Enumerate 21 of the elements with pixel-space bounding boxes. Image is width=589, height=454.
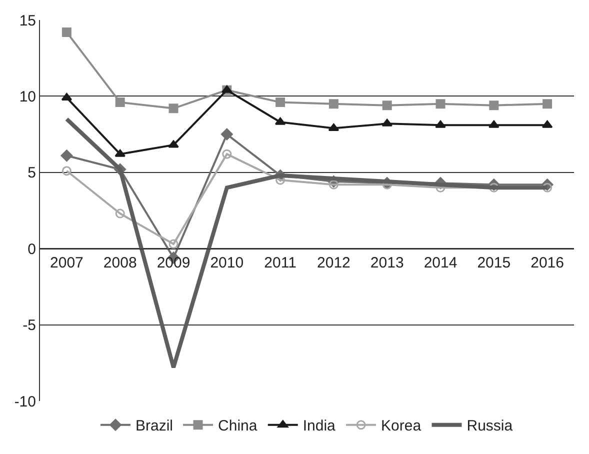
y-tick-label: 15: [19, 12, 36, 30]
y-tick-label: -5: [22, 317, 36, 334]
x-tick-label: 2013: [370, 254, 404, 272]
x-tick-label: 2015: [477, 254, 511, 272]
y-tick-label: 0: [28, 240, 36, 258]
y-tick-label: 5: [28, 164, 36, 182]
x-tick-label: 2011: [264, 254, 296, 272]
legend-label: India: [302, 418, 336, 435]
legend-label: Russia: [466, 418, 514, 435]
legend-label: China: [218, 418, 258, 435]
x-tick-label: 2009: [156, 254, 190, 272]
x-tick-label: 2007: [50, 254, 84, 272]
x-tick-label: 2014: [424, 254, 458, 272]
y-tick-label: 10: [19, 88, 36, 106]
x-tick-label: 2008: [103, 254, 137, 272]
legend-label: Brazil: [136, 418, 174, 435]
x-tick-label: 2010: [210, 254, 244, 272]
x-tick-label: 2016: [530, 254, 564, 272]
legend-label: Korea: [381, 418, 422, 435]
y-tick-label: -10: [14, 393, 36, 410]
x-tick-label: 2012: [317, 254, 350, 272]
